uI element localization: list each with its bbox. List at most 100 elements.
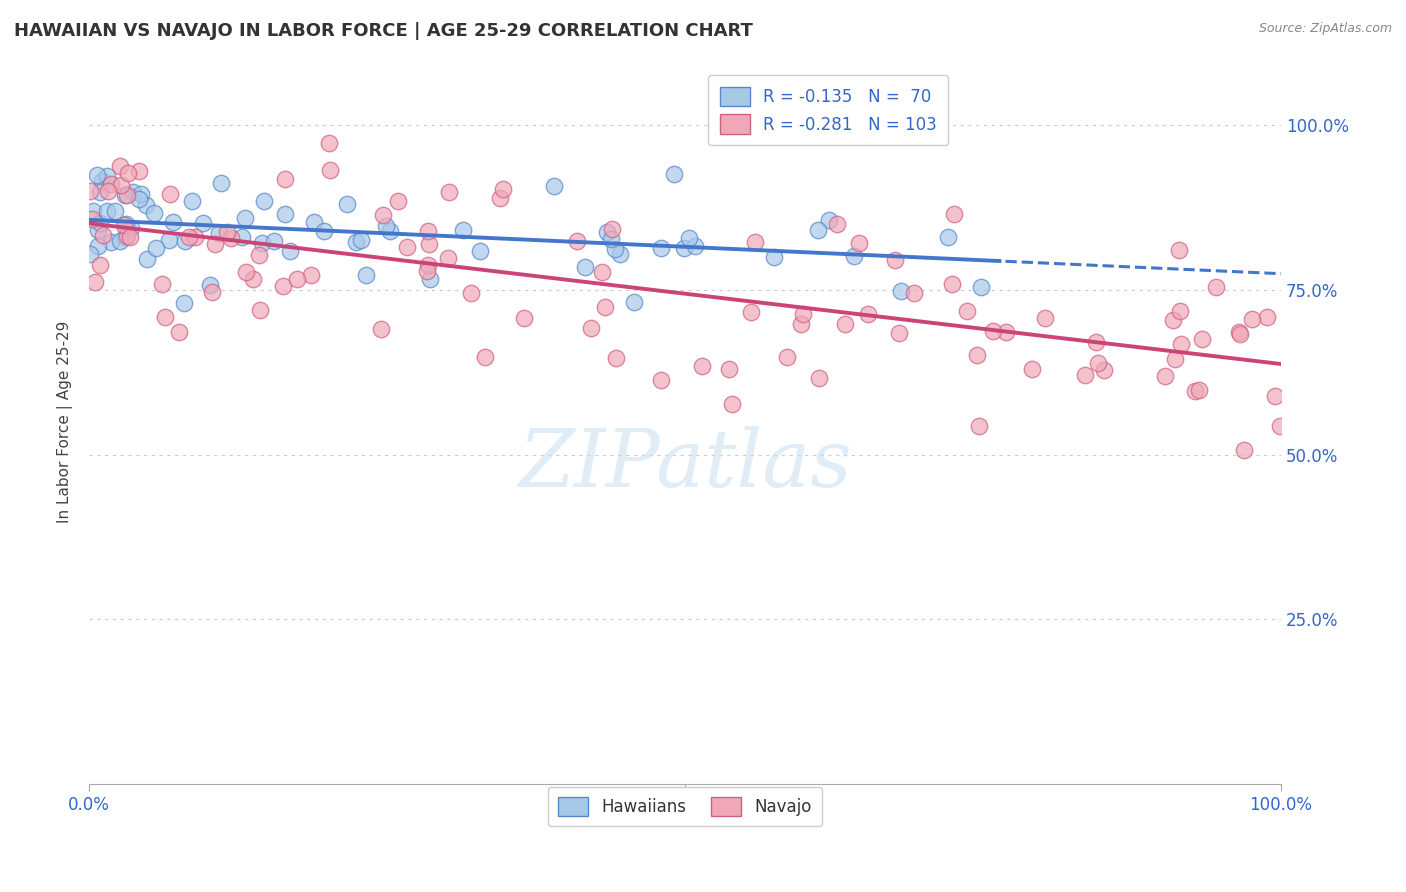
Point — [1184, 384, 1206, 399]
Point — [581, 320, 603, 334]
Point — [884, 252, 907, 267]
Point — [834, 317, 856, 331]
Point — [1073, 368, 1095, 382]
Point — [100, 178, 122, 192]
Point — [135, 198, 157, 212]
Point — [115, 188, 138, 202]
Point — [683, 239, 706, 253]
Point — [605, 351, 627, 365]
Point — [110, 178, 132, 192]
Point — [1205, 280, 1227, 294]
Point — [489, 191, 512, 205]
Point — [936, 229, 959, 244]
Point — [235, 265, 257, 279]
Point — [114, 229, 136, 244]
Point — [114, 187, 136, 202]
Y-axis label: In Labor Force | Age 25-29: In Labor Force | Age 25-29 — [58, 320, 73, 523]
Point — [79, 184, 101, 198]
Point — [717, 362, 740, 376]
Point — [903, 286, 925, 301]
Point — [1191, 332, 1213, 346]
Point — [1153, 368, 1175, 383]
Point — [1021, 361, 1043, 376]
Point — [650, 373, 672, 387]
Point — [942, 206, 965, 220]
Point — [825, 217, 848, 231]
Point — [418, 224, 440, 238]
Point — [740, 305, 762, 319]
Point — [143, 206, 166, 220]
Point — [201, 285, 224, 299]
Point — [415, 263, 437, 277]
Point — [1087, 356, 1109, 370]
Point — [807, 371, 830, 385]
Point — [117, 165, 139, 179]
Point — [721, 396, 744, 410]
Point — [89, 185, 111, 199]
Point — [844, 249, 866, 263]
Point — [1170, 337, 1192, 351]
Point — [437, 185, 460, 199]
Point — [941, 277, 963, 292]
Point — [173, 295, 195, 310]
Point — [1229, 326, 1251, 341]
Point — [114, 217, 136, 231]
Point — [159, 187, 181, 202]
Point — [1170, 304, 1192, 318]
Point — [302, 215, 325, 229]
Point — [678, 231, 700, 245]
Point — [145, 241, 167, 255]
Text: ZIPatlas: ZIPatlas — [519, 426, 852, 504]
Point — [273, 171, 295, 186]
Point — [96, 204, 118, 219]
Text: Source: ZipAtlas.com: Source: ZipAtlas.com — [1258, 22, 1392, 36]
Point — [120, 221, 142, 235]
Point — [380, 224, 402, 238]
Point — [350, 233, 373, 247]
Point — [1164, 352, 1187, 367]
Point — [100, 235, 122, 249]
Point — [600, 232, 623, 246]
Point — [1163, 313, 1185, 327]
Point — [312, 224, 335, 238]
Point — [157, 233, 180, 247]
Point — [492, 182, 515, 196]
Point — [217, 225, 239, 239]
Point — [762, 250, 785, 264]
Point — [437, 251, 460, 265]
Point — [419, 272, 441, 286]
Point — [1084, 334, 1107, 349]
Point — [174, 234, 197, 248]
Point — [1264, 389, 1286, 403]
Point — [319, 162, 342, 177]
Point — [249, 302, 271, 317]
Point — [513, 311, 536, 326]
Point — [278, 244, 301, 258]
Point — [90, 174, 112, 188]
Point — [204, 237, 226, 252]
Point — [744, 235, 766, 250]
Point — [89, 217, 111, 231]
Point — [346, 235, 368, 250]
Point — [1188, 383, 1211, 397]
Point — [966, 348, 988, 362]
Legend: Hawaiians, Navajo: Hawaiians, Navajo — [548, 787, 823, 826]
Point — [418, 258, 440, 272]
Point — [80, 212, 103, 227]
Point — [89, 258, 111, 272]
Point — [371, 208, 394, 222]
Point — [567, 235, 589, 249]
Point — [242, 271, 264, 285]
Point — [208, 226, 231, 240]
Point — [150, 277, 173, 292]
Point — [136, 252, 159, 266]
Point — [263, 234, 285, 248]
Point — [543, 178, 565, 193]
Text: HAWAIIAN VS NAVAJO IN LABOR FORCE | AGE 25-29 CORRELATION CHART: HAWAIIAN VS NAVAJO IN LABOR FORCE | AGE … — [14, 22, 754, 40]
Point — [792, 307, 814, 321]
Point — [191, 216, 214, 230]
Point — [375, 219, 398, 234]
Point — [354, 268, 377, 282]
Point — [285, 272, 308, 286]
Point — [118, 230, 141, 244]
